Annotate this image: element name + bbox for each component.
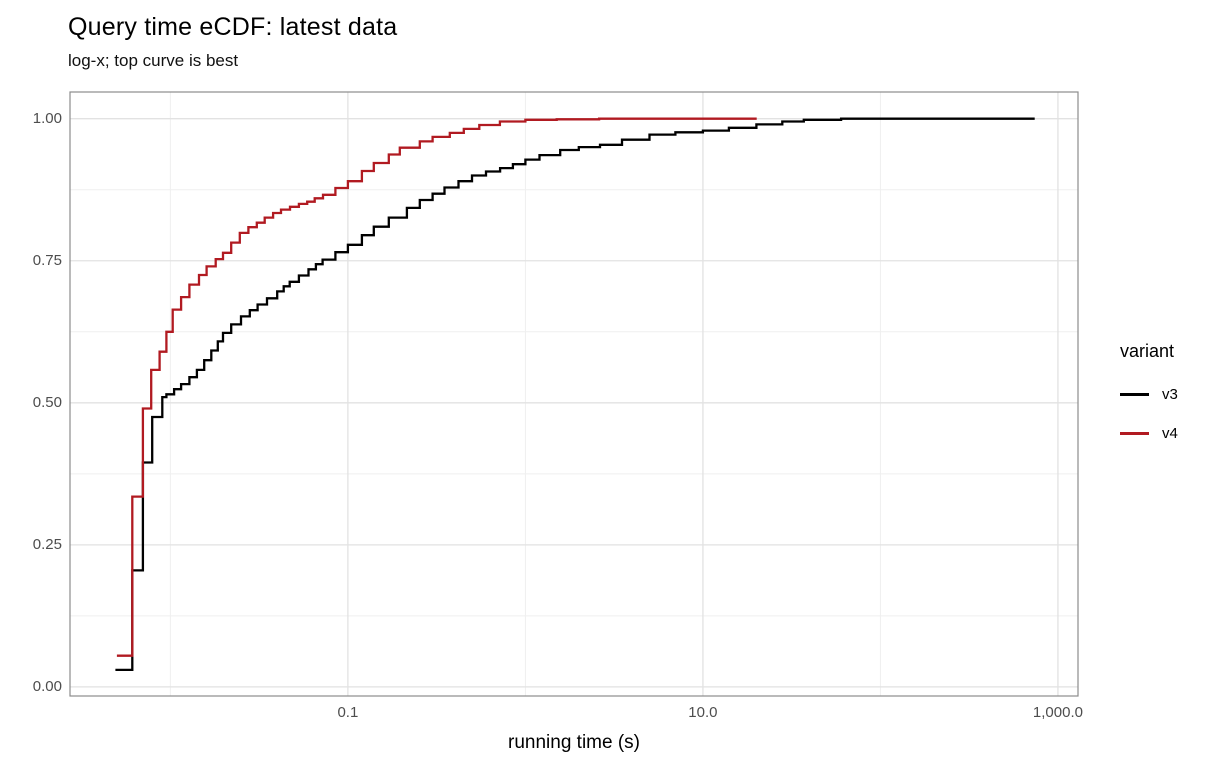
legend-title: variant	[1120, 341, 1175, 361]
chart-subtitle: log-x; top curve is best	[68, 51, 239, 70]
x-tick-label: 0.1	[337, 704, 359, 721]
y-tick-label: 1.00	[32, 109, 62, 127]
legend-key-line-v3	[1120, 392, 1149, 396]
chart-title: Query time eCDF: latest data	[68, 13, 398, 41]
legend-label-v4: v4	[1162, 424, 1178, 442]
legend-label-v3: v3	[1162, 385, 1178, 403]
y-tick-label: 0.75	[32, 251, 62, 269]
y-tick-label: 0.00	[32, 677, 62, 695]
y-tick-label: 0.25	[32, 535, 62, 553]
y-tick-label: 0.50	[32, 393, 62, 411]
legend-item-v3: v3	[1120, 383, 1178, 405]
legend-key-line-v4	[1120, 431, 1149, 435]
legend-item-v4: v4	[1120, 422, 1178, 444]
x-tick-label: 10.0	[688, 704, 718, 721]
x-axis-title: running time (s)	[508, 732, 640, 753]
x-tick-label: 1,000.0	[1032, 704, 1083, 721]
